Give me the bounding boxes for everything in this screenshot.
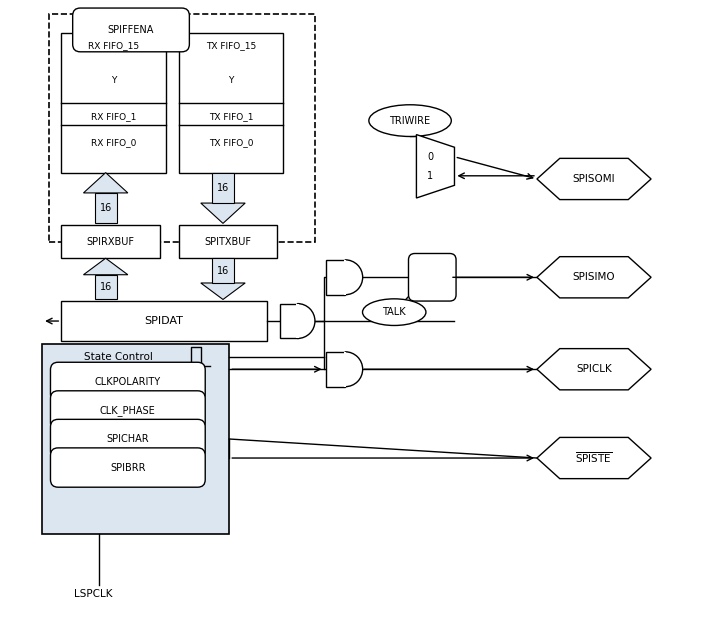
Text: CLKPOLARITY: CLKPOLARITY (95, 377, 161, 387)
Bar (297, 304, 299, 338)
Ellipse shape (369, 104, 451, 136)
Text: 16: 16 (100, 282, 112, 292)
FancyBboxPatch shape (50, 448, 205, 487)
Bar (212, 258, 234, 283)
Polygon shape (201, 283, 245, 299)
FancyBboxPatch shape (50, 391, 205, 430)
Text: SPIBRR: SPIBRR (110, 462, 145, 473)
Text: TX FIFO_15: TX FIFO_15 (205, 41, 256, 50)
FancyBboxPatch shape (179, 225, 277, 258)
Bar (49, 14, 315, 243)
Bar (344, 352, 347, 387)
FancyBboxPatch shape (61, 301, 268, 341)
Polygon shape (201, 203, 245, 224)
Text: CLK_PHASE: CLK_PHASE (100, 405, 156, 416)
Bar (280, 304, 297, 338)
Text: SPIFFENA: SPIFFENA (108, 25, 154, 35)
Bar (95, 193, 116, 224)
Text: 16: 16 (217, 266, 229, 276)
Text: 16: 16 (217, 183, 229, 193)
Text: RX FIFO_15: RX FIFO_15 (88, 41, 139, 50)
FancyBboxPatch shape (61, 225, 160, 258)
Text: TRIWIRE: TRIWIRE (390, 116, 431, 125)
Text: LSPCLK: LSPCLK (74, 589, 112, 599)
Polygon shape (537, 257, 651, 298)
Wedge shape (297, 304, 315, 338)
FancyBboxPatch shape (61, 33, 166, 173)
FancyBboxPatch shape (50, 362, 205, 401)
Text: SPIRXBUF: SPIRXBUF (87, 237, 135, 247)
Text: SPIDAT: SPIDAT (145, 316, 184, 326)
Wedge shape (345, 260, 363, 295)
Polygon shape (417, 134, 455, 198)
Text: TX FIFO_1: TX FIFO_1 (209, 112, 253, 121)
Bar (326, 260, 345, 295)
Text: SPISOMI: SPISOMI (573, 174, 616, 184)
FancyBboxPatch shape (73, 8, 189, 52)
Bar (212, 173, 234, 203)
Text: TALK: TALK (383, 307, 406, 317)
Ellipse shape (362, 299, 426, 326)
FancyBboxPatch shape (50, 419, 205, 459)
Polygon shape (537, 348, 651, 390)
Polygon shape (83, 173, 128, 193)
Text: SPICHAR: SPICHAR (107, 434, 149, 444)
Text: State Control: State Control (84, 352, 152, 362)
FancyBboxPatch shape (42, 344, 229, 534)
Text: Y: Y (228, 76, 234, 85)
Text: $\overline{\rm{SPISTE}}$: $\overline{\rm{SPISTE}}$ (575, 450, 613, 466)
Bar (344, 260, 347, 295)
Text: SPICLK: SPICLK (576, 364, 612, 375)
Bar (326, 352, 345, 387)
Text: 0: 0 (427, 152, 433, 162)
Text: Y: Y (111, 76, 116, 85)
Polygon shape (537, 438, 651, 478)
FancyBboxPatch shape (179, 33, 283, 173)
Text: RX FIFO_1: RX FIFO_1 (91, 112, 136, 121)
Polygon shape (83, 258, 128, 275)
FancyBboxPatch shape (409, 254, 456, 301)
Text: 1: 1 (427, 171, 433, 181)
Text: RX FIFO_0: RX FIFO_0 (91, 138, 136, 147)
Wedge shape (345, 352, 363, 387)
Text: SPITXBUF: SPITXBUF (205, 237, 251, 247)
Text: 16: 16 (100, 203, 112, 213)
Text: SPISIMO: SPISIMO (573, 272, 616, 282)
Text: TX FIFO_0: TX FIFO_0 (209, 138, 253, 147)
Polygon shape (537, 159, 651, 199)
Bar (95, 275, 116, 299)
